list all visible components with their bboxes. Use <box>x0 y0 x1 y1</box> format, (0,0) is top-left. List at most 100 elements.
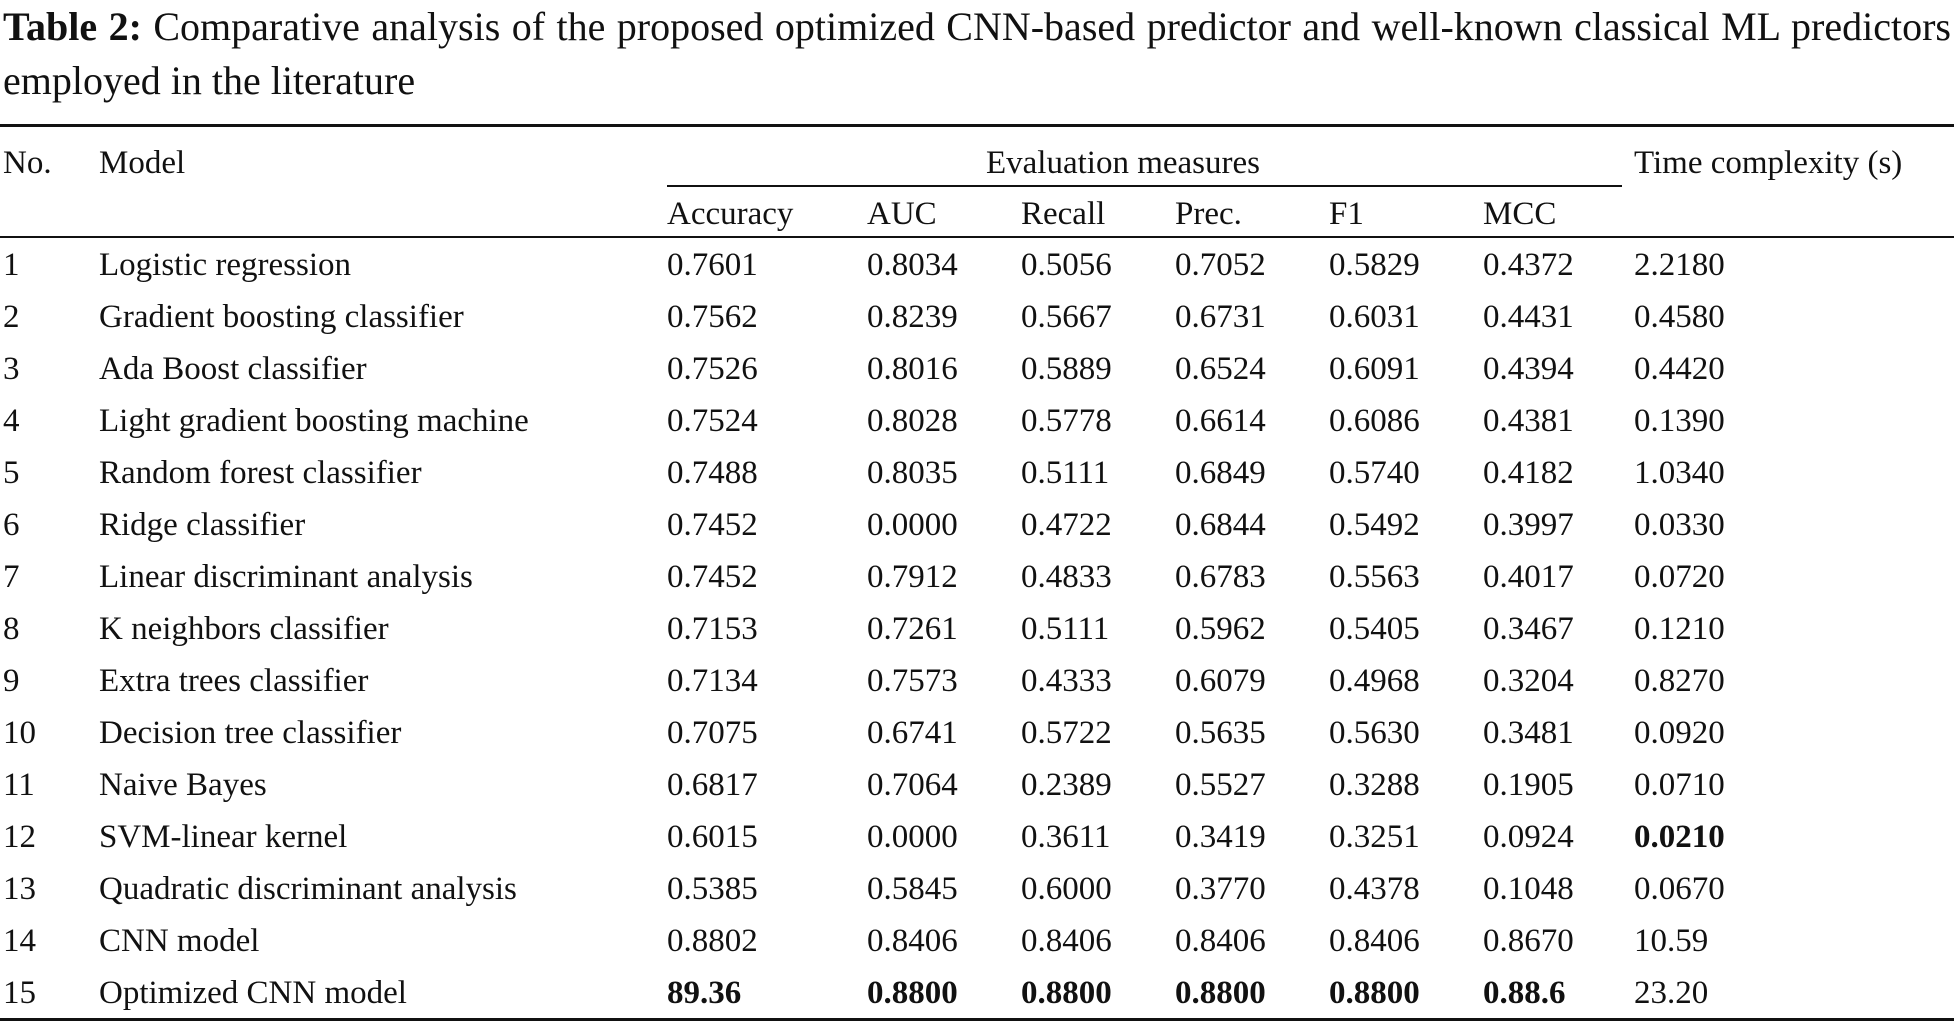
row-auc: 0.8239 <box>867 299 958 335</box>
row-recall: 0.2389 <box>1021 767 1112 803</box>
row-no: 12 <box>3 819 36 855</box>
row-model: K neighbors classifier <box>99 611 389 647</box>
row-recall: 0.5667 <box>1021 299 1112 335</box>
row-recall: 0.5111 <box>1021 611 1110 647</box>
row-f1: 0.5829 <box>1329 247 1420 283</box>
row-recall: 0.4833 <box>1021 559 1112 595</box>
row-no: 4 <box>3 403 20 439</box>
row-time: 0.4420 <box>1634 351 1725 387</box>
row-f1: 0.5630 <box>1329 715 1420 751</box>
row-recall: 0.3611 <box>1021 819 1111 855</box>
row-accuracy: 0.7134 <box>667 663 758 699</box>
caption-text: Comparative analysis of the proposed opt… <box>3 4 1951 103</box>
row-f1: 0.3288 <box>1329 767 1420 803</box>
row-model: Ada Boost classifier <box>99 351 367 387</box>
row-f1: 0.5405 <box>1329 611 1420 647</box>
header-f1: F1 <box>1329 196 1364 232</box>
row-accuracy: 0.7452 <box>667 507 758 543</box>
row-no: 3 <box>3 351 20 387</box>
row-mcc: 0.4182 <box>1483 455 1574 491</box>
row-model: CNN model <box>99 923 260 959</box>
row-no: 1 <box>3 247 20 283</box>
row-accuracy: 0.7562 <box>667 299 758 335</box>
row-no: 9 <box>3 663 20 699</box>
row-model: Random forest classifier <box>99 455 422 491</box>
row-f1: 0.4378 <box>1329 871 1420 907</box>
row-accuracy: 0.7452 <box>667 559 758 595</box>
row-model: Extra trees classifier <box>99 663 369 699</box>
row-mcc: 0.3467 <box>1483 611 1574 647</box>
row-accuracy: 0.8802 <box>667 923 758 959</box>
row-f1: 0.6086 <box>1329 403 1420 439</box>
row-mcc: 0.88.6 <box>1483 975 1566 1011</box>
row-recall: 0.5889 <box>1021 351 1112 387</box>
row-model: Linear discriminant analysis <box>99 559 473 595</box>
row-recall: 0.4333 <box>1021 663 1112 699</box>
top-rule <box>0 124 1954 127</box>
row-recall: 0.4722 <box>1021 507 1112 543</box>
row-precision: 0.3770 <box>1175 871 1266 907</box>
row-precision: 0.6524 <box>1175 351 1266 387</box>
row-no: 15 <box>3 975 36 1011</box>
row-time: 1.0340 <box>1634 455 1725 491</box>
row-f1: 0.5740 <box>1329 455 1420 491</box>
row-auc: 0.7573 <box>867 663 958 699</box>
row-no: 8 <box>3 611 20 647</box>
row-model: Naive Bayes <box>99 767 267 803</box>
row-recall: 0.5056 <box>1021 247 1112 283</box>
row-time: 23.20 <box>1634 975 1709 1011</box>
row-auc: 0.6741 <box>867 715 958 751</box>
row-time: 0.0330 <box>1634 507 1725 543</box>
row-accuracy: 0.7075 <box>667 715 758 751</box>
row-no: 14 <box>3 923 36 959</box>
row-mcc: 0.1905 <box>1483 767 1574 803</box>
row-mcc: 0.3997 <box>1483 507 1574 543</box>
row-precision: 0.3419 <box>1175 819 1266 855</box>
row-time: 10.59 <box>1634 923 1709 959</box>
row-auc: 0.7064 <box>867 767 958 803</box>
bottom-rule <box>0 1018 1954 1021</box>
row-time: 0.1210 <box>1634 611 1725 647</box>
row-auc: 0.0000 <box>867 507 958 543</box>
table-caption: Table 2: Comparative analysis of the pro… <box>3 0 1951 108</box>
row-precision: 0.7052 <box>1175 247 1266 283</box>
row-time: 0.0920 <box>1634 715 1725 751</box>
row-precision: 0.6849 <box>1175 455 1266 491</box>
row-f1: 0.8406 <box>1329 923 1420 959</box>
row-recall: 0.5111 <box>1021 455 1110 491</box>
header-evaluation-measures: Evaluation measures <box>986 145 1260 181</box>
row-precision: 0.6614 <box>1175 403 1266 439</box>
row-precision: 0.8406 <box>1175 923 1266 959</box>
row-auc: 0.8016 <box>867 351 958 387</box>
row-mcc: 0.4372 <box>1483 247 1574 283</box>
row-auc: 0.0000 <box>867 819 958 855</box>
row-auc: 0.8406 <box>867 923 958 959</box>
row-auc: 0.5845 <box>867 871 958 907</box>
row-f1: 0.6091 <box>1329 351 1420 387</box>
row-recall: 0.5778 <box>1021 403 1112 439</box>
row-precision: 0.6731 <box>1175 299 1266 335</box>
row-recall: 0.5722 <box>1021 715 1112 751</box>
row-f1: 0.8800 <box>1329 975 1420 1011</box>
row-mcc: 0.4381 <box>1483 403 1574 439</box>
row-f1: 0.3251 <box>1329 819 1420 855</box>
row-time: 0.0720 <box>1634 559 1725 595</box>
row-mcc: 0.1048 <box>1483 871 1574 907</box>
row-mcc: 0.4431 <box>1483 299 1574 335</box>
row-accuracy: 0.7524 <box>667 403 758 439</box>
row-accuracy: 0.5385 <box>667 871 758 907</box>
row-model: SVM-linear kernel <box>99 819 348 855</box>
row-accuracy: 0.7488 <box>667 455 758 491</box>
row-precision: 0.5962 <box>1175 611 1266 647</box>
row-no: 7 <box>3 559 20 595</box>
row-precision: 0.5635 <box>1175 715 1266 751</box>
header-recall: Recall <box>1021 196 1106 232</box>
row-f1: 0.4968 <box>1329 663 1420 699</box>
row-mcc: 0.4017 <box>1483 559 1574 595</box>
row-model: Optimized CNN model <box>99 975 407 1011</box>
evaluation-group-rule <box>667 185 1622 187</box>
header-auc: AUC <box>867 196 937 232</box>
row-auc: 0.8028 <box>867 403 958 439</box>
row-precision: 0.8800 <box>1175 975 1266 1011</box>
row-model: Logistic regression <box>99 247 352 283</box>
